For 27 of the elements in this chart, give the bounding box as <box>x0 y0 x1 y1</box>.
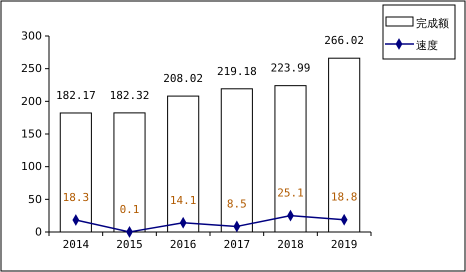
y-tick-label: 250 <box>21 62 42 76</box>
data-label: 266.02 <box>324 34 364 48</box>
data-label: 219.18 <box>216 64 257 78</box>
data-label: 208.02 <box>163 72 204 86</box>
y-tick-label: 150 <box>21 128 42 141</box>
x-tick-label: 2017 <box>224 238 250 251</box>
data-label: 223.99 <box>270 62 310 75</box>
data-label: 0.1 <box>120 202 140 216</box>
data-label: 182.32 <box>110 88 150 102</box>
x-tick-label: 2016 <box>170 238 196 251</box>
data-label: 8.5 <box>226 197 247 210</box>
y-tick-label: 50 <box>28 192 42 206</box>
data-label: 182.17 <box>56 88 96 102</box>
y-tick-label: 200 <box>21 94 42 108</box>
legend-label: 完成额 <box>416 17 449 30</box>
data-label: 14.1 <box>170 194 196 207</box>
x-tick-label: 2019 <box>330 238 358 251</box>
data-label: 18.8 <box>330 190 358 204</box>
x-tick-label: 2018 <box>277 238 304 251</box>
data-label: 25.1 <box>277 186 304 200</box>
x-tick-label: 2015 <box>116 238 143 251</box>
data-label: 18.3 <box>62 191 90 204</box>
x-tick-label: 2014 <box>62 238 90 251</box>
legend-label: 速度 <box>416 39 438 52</box>
y-tick-label: 300 <box>21 30 42 43</box>
y-tick-label: 0 <box>35 226 42 239</box>
y-tick-label: 100 <box>21 160 42 174</box>
